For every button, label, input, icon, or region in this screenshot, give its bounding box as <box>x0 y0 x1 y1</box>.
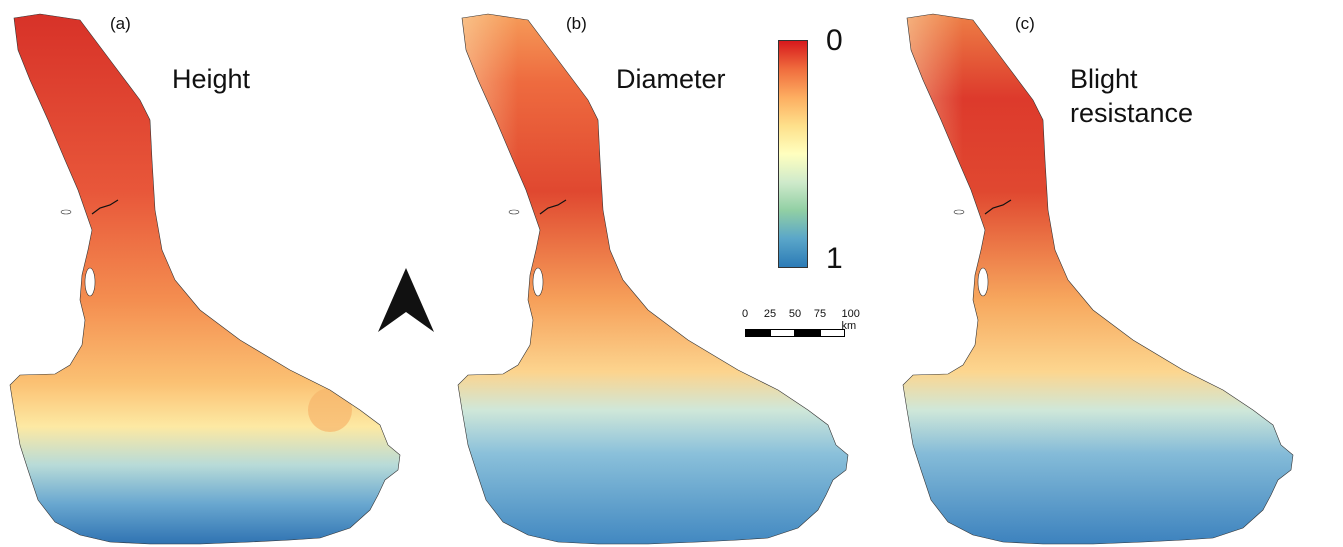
scale-bar: 0 25 50 75 100 km <box>738 308 888 348</box>
scale-segment <box>795 329 820 337</box>
scale-tick-label: 100 km <box>841 308 860 332</box>
scale-segment <box>820 329 845 337</box>
map-panel-height: (a) Height <box>0 0 420 547</box>
legend-max-label: 1 <box>826 242 843 275</box>
scale-tick-label: 50 <box>788 308 802 320</box>
north-arrow-icon <box>378 268 434 332</box>
scale-segment <box>745 329 770 337</box>
scale-tick-label: 75 <box>813 308 827 320</box>
scale-tick-label: 0 <box>741 308 749 320</box>
region-map-blight-resistance <box>902 13 1294 545</box>
panel-label: (b) <box>566 14 587 33</box>
legend-min-label: 0 <box>826 24 843 57</box>
panel-title: Blight resistance <box>1070 64 1194 128</box>
scale-segment <box>770 329 795 337</box>
panel-title: Diameter <box>616 64 726 94</box>
map-panel-blight-resistance: (c) Blight resistance <box>893 0 1343 547</box>
color-legend-bar <box>778 40 808 268</box>
panel-label: (a) <box>110 14 131 33</box>
scale-tick-label: 25 <box>763 308 777 320</box>
panel-title: Height <box>172 64 251 94</box>
region-map-height <box>9 13 401 545</box>
panel-label: (c) <box>1015 14 1035 33</box>
